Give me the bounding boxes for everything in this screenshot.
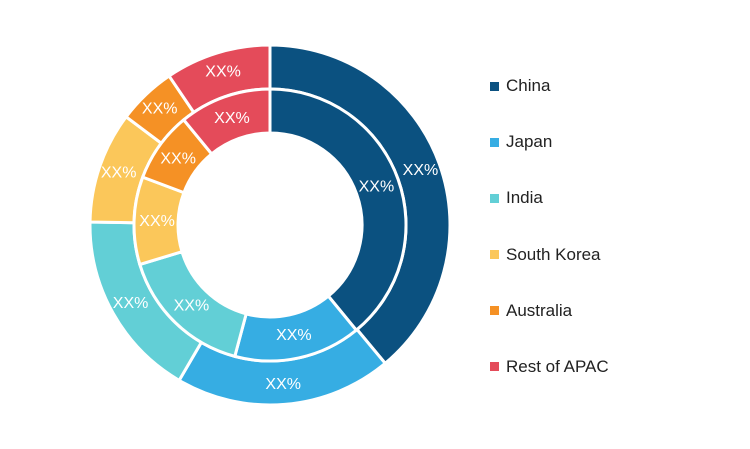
legend-swatch [490, 362, 499, 372]
inner-slice-label: XX% [160, 151, 196, 168]
outer-ring [88, 43, 452, 407]
inner-slice-china [268, 87, 408, 333]
outer-slice-label: XX% [101, 165, 137, 182]
legend-item-south-korea: South Korea [490, 241, 740, 269]
legend-swatch [490, 193, 499, 203]
legend-item-australia: Australia [490, 297, 740, 325]
outer-slice-label: XX% [113, 295, 149, 312]
inner-slice-label: XX% [276, 327, 312, 344]
outer-slice-label: XX% [403, 162, 439, 179]
inner-slice-label: XX% [359, 178, 395, 195]
legend-item-india: India [490, 184, 740, 212]
outer-slice-label: XX% [142, 101, 178, 118]
legend-label: Japan [506, 132, 553, 152]
inner-slice-label: XX% [174, 298, 210, 315]
legend-swatch [490, 306, 499, 316]
legend-label: China [506, 76, 551, 95]
legend-label: South Korea [506, 244, 601, 264]
legend-label: Rest of APAC [506, 356, 609, 376]
outer-slice-label: XX% [265, 376, 301, 393]
legend-label: India [506, 188, 543, 208]
legend-swatch [490, 81, 499, 91]
legend-swatch [490, 137, 499, 147]
legend: China Japan India South Korea Australia Rest … [490, 72, 740, 409]
legend-item-china: China [490, 72, 740, 100]
outer-slice-label: XX% [205, 64, 241, 81]
legend-swatch [490, 250, 499, 260]
legend-item-japan: Japan [490, 128, 740, 156]
inner-slice-label: XX% [139, 213, 175, 230]
slice-labels: XX% XX% XX% XX% XX% XX% XX% XX% XX% XX% XX% XX% [101, 64, 438, 393]
inner-slice-rest-of-apac [181, 87, 272, 156]
inner-slice-label: XX% [214, 110, 250, 127]
legend-label: Australia [506, 300, 573, 320]
inner-ring [132, 87, 408, 363]
legend-item-rest-of-apac: Rest of APAC [490, 353, 740, 381]
